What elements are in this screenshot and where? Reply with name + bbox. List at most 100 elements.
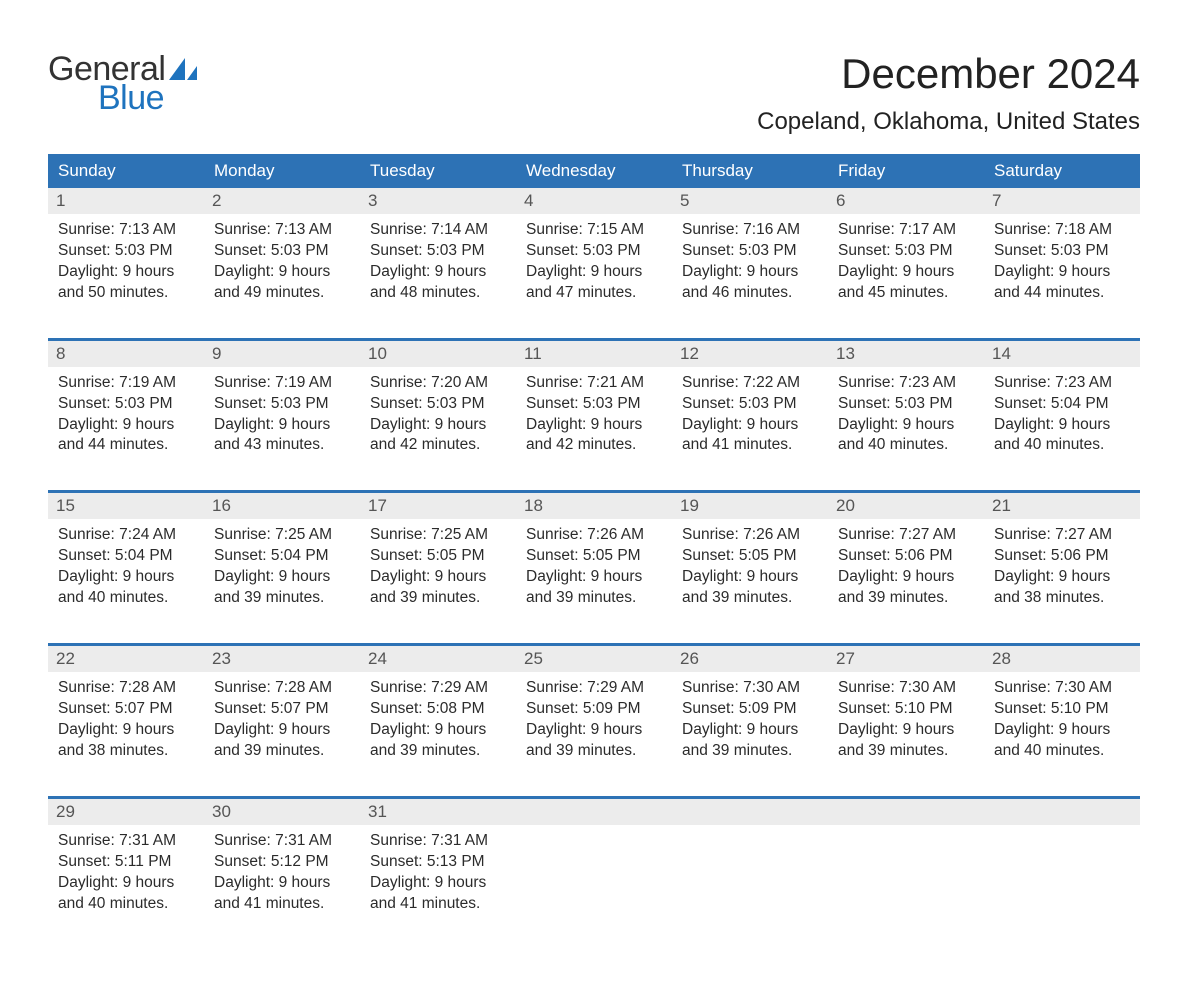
day-cell: 3Sunrise: 7:14 AMSunset: 5:03 PMDaylight…: [360, 188, 516, 322]
day-cell: 20Sunrise: 7:27 AMSunset: 5:06 PMDayligh…: [828, 493, 984, 627]
day-number: 6: [836, 191, 845, 210]
day-sunrise: Sunrise: 7:23 AM: [994, 373, 1132, 394]
day-d2: and 43 minutes.: [214, 435, 352, 456]
dow-thursday: Thursday: [672, 154, 828, 188]
day-sunrise: Sunrise: 7:27 AM: [838, 525, 976, 546]
day-d1: Daylight: 9 hours: [214, 262, 352, 283]
day-d2: and 41 minutes.: [370, 894, 508, 915]
day-body: Sunrise: 7:30 AMSunset: 5:10 PMDaylight:…: [828, 672, 984, 762]
day-number: 8: [56, 344, 65, 363]
day-d1: Daylight: 9 hours: [370, 415, 508, 436]
day-number-row: 21: [984, 493, 1140, 519]
day-body: Sunrise: 7:31 AMSunset: 5:13 PMDaylight:…: [360, 825, 516, 915]
day-number-row: 12: [672, 341, 828, 367]
day-number-row: 24: [360, 646, 516, 672]
logo-word-blue: Blue: [98, 79, 197, 118]
day-number: 12: [680, 344, 699, 363]
day-d2: and 40 minutes.: [838, 435, 976, 456]
day-number-row: 10: [360, 341, 516, 367]
day-sunrise: Sunrise: 7:30 AM: [994, 678, 1132, 699]
day-d1: Daylight: 9 hours: [214, 873, 352, 894]
day-sunset: Sunset: 5:13 PM: [370, 852, 508, 873]
day-number-row: 31: [360, 799, 516, 825]
day-sunrise: Sunrise: 7:24 AM: [58, 525, 196, 546]
day-number-row: 27: [828, 646, 984, 672]
day-number-row: 2: [204, 188, 360, 214]
day-cell: 16Sunrise: 7:25 AMSunset: 5:04 PMDayligh…: [204, 493, 360, 627]
day-cell: 22Sunrise: 7:28 AMSunset: 5:07 PMDayligh…: [48, 646, 204, 780]
day-number: 29: [56, 802, 75, 821]
day-body: Sunrise: 7:30 AMSunset: 5:10 PMDaylight:…: [984, 672, 1140, 762]
day-body: Sunrise: 7:15 AMSunset: 5:03 PMDaylight:…: [516, 214, 672, 304]
day-sunrise: Sunrise: 7:28 AM: [214, 678, 352, 699]
day-number: 24: [368, 649, 387, 668]
day-d1: Daylight: 9 hours: [994, 262, 1132, 283]
day-d1: Daylight: 9 hours: [526, 262, 664, 283]
day-cell: 8 Sunrise: 7:19 AMSunset: 5:03 PMDaylight…: [48, 341, 204, 475]
day-sunset: Sunset: 5:03 PM: [994, 241, 1132, 262]
day-number: 30: [212, 802, 231, 821]
day-sunset: Sunset: 5:08 PM: [370, 699, 508, 720]
day-d2: and 39 minutes.: [838, 741, 976, 762]
day-number: 27: [836, 649, 855, 668]
day-sunrise: Sunrise: 7:26 AM: [682, 525, 820, 546]
day-body: Sunrise: 7:31 AMSunset: 5:11 PMDaylight:…: [48, 825, 204, 915]
day-sunset: Sunset: 5:05 PM: [682, 546, 820, 567]
day-d1: Daylight: 9 hours: [58, 567, 196, 588]
day-sunrise: Sunrise: 7:30 AM: [838, 678, 976, 699]
day-sunset: Sunset: 5:11 PM: [58, 852, 196, 873]
day-number-row: 23: [204, 646, 360, 672]
day-number-row: 16: [204, 493, 360, 519]
day-number-row: 22: [48, 646, 204, 672]
day-number-row: 5: [672, 188, 828, 214]
day-number-row: 30: [204, 799, 360, 825]
day-sunrise: Sunrise: 7:30 AM: [682, 678, 820, 699]
weeks-container: 1Sunrise: 7:13 AMSunset: 5:03 PMDaylight…: [48, 188, 1140, 932]
day-number-row: 28: [984, 646, 1140, 672]
day-d1: Daylight: 9 hours: [682, 720, 820, 741]
day-cell: 6 Sunrise: 7:17 AMSunset: 5:03 PMDaylight…: [828, 188, 984, 322]
day-d1: Daylight: 9 hours: [58, 415, 196, 436]
day-d1: Daylight: 9 hours: [526, 415, 664, 436]
logo: General Blue: [48, 50, 197, 118]
day-sunset: Sunset: 5:10 PM: [838, 699, 976, 720]
day-sunset: Sunset: 5:03 PM: [58, 241, 196, 262]
day-d1: Daylight: 9 hours: [58, 720, 196, 741]
day-sunset: Sunset: 5:03 PM: [370, 241, 508, 262]
day-body: Sunrise: 7:19 AMSunset: 5:03 PMDaylight:…: [48, 367, 204, 457]
day-sunset: Sunset: 5:04 PM: [994, 394, 1132, 415]
day-sunrise: Sunrise: 7:25 AM: [214, 525, 352, 546]
day-number: 25: [524, 649, 543, 668]
day-sunset: Sunset: 5:03 PM: [838, 241, 976, 262]
day-cell: 28Sunrise: 7:30 AMSunset: 5:10 PMDayligh…: [984, 646, 1140, 780]
day-number: 7: [992, 191, 1001, 210]
day-cell: 4Sunrise: 7:15 AMSunset: 5:03 PMDaylight…: [516, 188, 672, 322]
day-number: 26: [680, 649, 699, 668]
day-number-row: 6: [828, 188, 984, 214]
day-number-row: 15: [48, 493, 204, 519]
day-body: Sunrise: 7:29 AMSunset: 5:09 PMDaylight:…: [516, 672, 672, 762]
day-sunset: Sunset: 5:10 PM: [994, 699, 1132, 720]
day-d1: Daylight: 9 hours: [214, 720, 352, 741]
day-number: 15: [56, 496, 75, 515]
day-sunset: Sunset: 5:03 PM: [838, 394, 976, 415]
day-sunset: Sunset: 5:09 PM: [526, 699, 664, 720]
day-number-row: 19: [672, 493, 828, 519]
day-d2: and 39 minutes.: [526, 741, 664, 762]
day-body: Sunrise: 7:26 AMSunset: 5:05 PMDaylight:…: [516, 519, 672, 609]
day-d2: and 41 minutes.: [682, 435, 820, 456]
day-d1: Daylight: 9 hours: [370, 567, 508, 588]
day-sunset: Sunset: 5:07 PM: [58, 699, 196, 720]
day-cell: 1Sunrise: 7:13 AMSunset: 5:03 PMDaylight…: [48, 188, 204, 322]
day-d2: and 39 minutes.: [682, 741, 820, 762]
dow-friday: Friday: [828, 154, 984, 188]
day-sunrise: Sunrise: 7:21 AM: [526, 373, 664, 394]
day-body: Sunrise: 7:25 AMSunset: 5:05 PMDaylight:…: [360, 519, 516, 609]
week-row: 15 Sunrise: 7:24 AMSunset: 5:04 PMDayligh…: [48, 490, 1140, 627]
day-d2: and 39 minutes.: [682, 588, 820, 609]
day-body: Sunrise: 7:23 AMSunset: 5:04 PMDaylight:…: [984, 367, 1140, 457]
day-body: Sunrise: 7:24 AMSunset: 5:04 PMDaylight:…: [48, 519, 204, 609]
day-body: Sunrise: 7:21 AMSunset: 5:03 PMDaylight:…: [516, 367, 672, 457]
day-sunrise: Sunrise: 7:23 AM: [838, 373, 976, 394]
day-body: Sunrise: 7:17 AMSunset: 5:03 PMDaylight:…: [828, 214, 984, 304]
